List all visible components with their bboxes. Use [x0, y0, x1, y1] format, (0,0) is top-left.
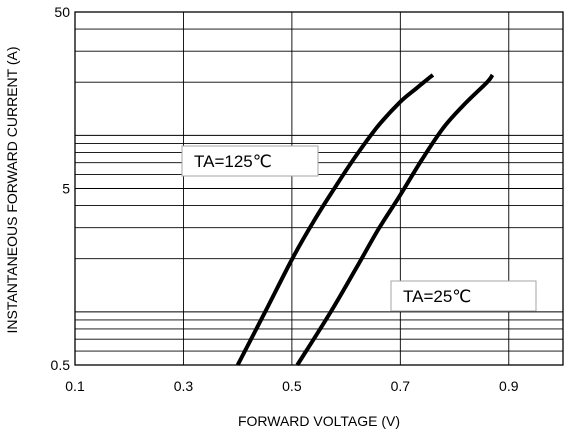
annotations-group: TA=125℃ TA=25℃	[181, 145, 537, 312]
x-tick-label: 0.7	[391, 378, 411, 394]
annotation-box: TA=25℃	[390, 280, 537, 312]
annotation-label: TA=25℃	[403, 287, 471, 306]
x-axis-label: FORWARD VOLTAGE (V)	[238, 413, 400, 429]
annotation-frame	[390, 280, 537, 312]
series-group	[235, 73, 495, 367]
annotation-box: TA=125℃	[181, 145, 319, 177]
y-tick-label: 50	[54, 4, 70, 20]
annotation-label: TA=125℃	[194, 152, 272, 171]
annotation-frame	[181, 145, 319, 177]
x-tick-label: 0.5	[282, 378, 302, 394]
y-axis-label: INSTANTANEOUS FORWARD CURRENT (A)	[4, 46, 20, 333]
x-axis-ticks: 0.1 0.3 0.5 0.7 0.9	[65, 378, 518, 394]
y-axis-ticks: 0.5 5 50	[51, 4, 71, 373]
grid-lines	[75, 12, 563, 365]
series-line-1	[235, 73, 435, 366]
x-tick-label: 0.3	[174, 378, 194, 394]
series-line-2	[295, 73, 495, 367]
y-tick-label: 0.5	[51, 357, 71, 373]
x-tick-label: 0.9	[499, 378, 519, 394]
plot-frame	[74, 11, 564, 366]
y-tick-label: 5	[62, 181, 70, 197]
x-tick-label: 0.1	[65, 378, 85, 394]
